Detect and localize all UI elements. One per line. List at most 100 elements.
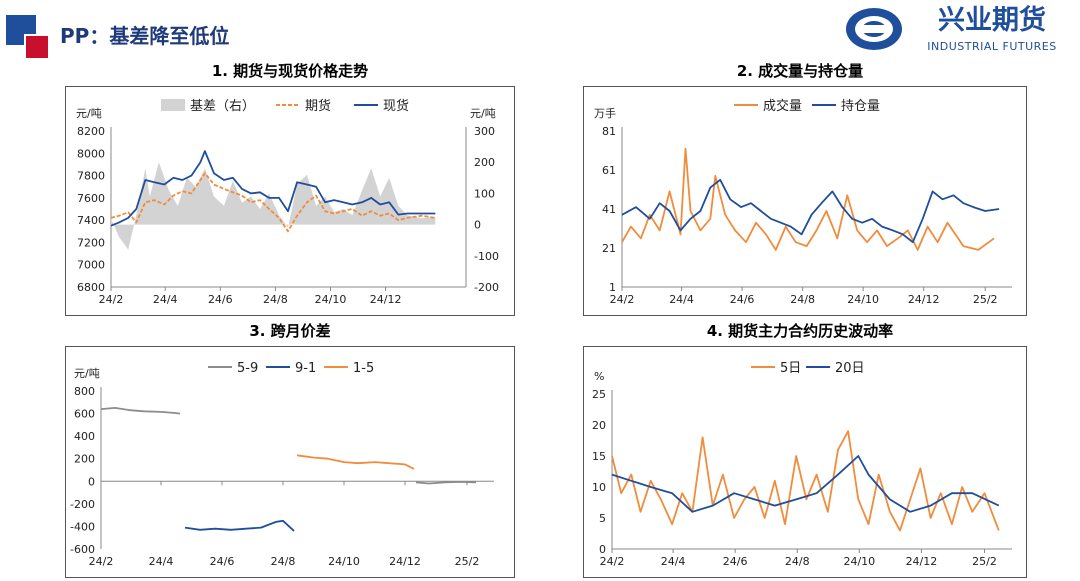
x-tick-label: 25/2 [973, 293, 998, 306]
y-axis-unit-label: % [594, 370, 604, 383]
series-line-1 [621, 178, 1000, 244]
series-area-basis [111, 162, 436, 250]
brand-name-cn: 兴业期货 [938, 4, 1046, 36]
x-tick-label: 24/8 [790, 293, 815, 306]
chart-price-panel: 元/吨 元/吨 6800 7000 7200 7400 7600 7800 8000 8200 -2… [65, 86, 515, 316]
x-tick-label: 24/10 [843, 555, 875, 568]
legend-label: 9-1 [295, 361, 316, 376]
y-tick-label: 15 [592, 450, 606, 463]
x-tick-label: 24/6 [723, 555, 748, 568]
x-tick-label: 24/8 [271, 555, 296, 568]
y-axis-unit-label: 万手 [594, 106, 616, 120]
legend-label: 成交量 [763, 98, 802, 114]
y-tick-label: 5 [599, 512, 606, 525]
x-tick-label: 24/4 [149, 555, 174, 568]
chart-1-title: 1. 期货与现货价格走势 [211, 62, 369, 80]
y-tick-label: 0 [599, 543, 606, 556]
brand-name-en: INDUSTRIAL FUTURES [927, 40, 1056, 53]
series-line-3 [415, 481, 477, 485]
y-tick-label: 7800 [77, 170, 105, 183]
x-tick-label: 24/4 [153, 293, 178, 306]
x-tick-label: 24/6 [208, 293, 233, 306]
y-tick-label-right: 0 [474, 219, 481, 232]
x-tick-label: 24/4 [669, 293, 694, 306]
y-tick-label: 6800 [77, 281, 105, 294]
legend-label: 持仓量 [841, 99, 880, 114]
series-line-1 [611, 455, 1000, 513]
series-line-0 [100, 407, 181, 415]
y-tick-label: 600 [74, 408, 95, 421]
y-tick-label: 21 [602, 242, 616, 255]
x-tick-label: 24/2 [89, 555, 114, 568]
chart-spread-panel: 元/吨 -600 -400 -200 0 200 400 600 800 24/2 24/4 24/6… [65, 346, 515, 578]
y-tick-label: 800 [74, 385, 95, 398]
y-tick-label: 20 [592, 419, 606, 432]
legend-label: 1-5 [353, 361, 374, 376]
x-tick-label: 24/12 [906, 555, 938, 568]
y-tick-label: 1 [609, 281, 616, 294]
y-tick-label: 41 [602, 203, 616, 216]
y-tick-label: 10 [592, 481, 606, 494]
x-tick-label: 24/10 [847, 293, 879, 306]
y-tick-label-right: 200 [474, 156, 495, 169]
y-tick-label: 25 [592, 388, 606, 401]
x-tick-label: 24/2 [610, 293, 635, 306]
y-tick-label: 7200 [77, 236, 105, 249]
x-tick-label: 24/4 [661, 555, 686, 568]
series-line-2 [296, 454, 415, 470]
series-line-2 [110, 150, 436, 227]
y-tick-label: 400 [74, 430, 95, 443]
legend-label: 5-9 [237, 361, 258, 376]
legend-label: 基差（右） [190, 99, 255, 114]
y-tick-label-right: -200 [474, 281, 499, 294]
y-tick-label: 0 [88, 475, 95, 488]
y-tick-label: 7400 [77, 214, 105, 227]
x-tick-label: 24/12 [908, 293, 940, 306]
logo-square-red [24, 34, 48, 58]
legend-label: 5日 [780, 361, 801, 376]
x-tick-label: 24/6 [210, 555, 235, 568]
series-line-0 [621, 147, 995, 251]
x-tick-label: 24/2 [99, 293, 124, 306]
y-tick-label: 81 [602, 125, 616, 138]
y-tick-label: 7000 [77, 259, 105, 272]
y-tick-label-right: 100 [474, 187, 495, 200]
page-title: PP：基差降至低位 [60, 24, 230, 48]
y-tick-label: 8000 [77, 147, 105, 160]
x-tick-label: 24/12 [389, 555, 421, 568]
x-tick-label: 24/6 [730, 293, 755, 306]
y-tick-label: -600 [70, 543, 95, 556]
chart-4-title: 4. 期货主力合约历史波动率 [706, 322, 894, 340]
chart-3-title: 3. 跨月价差 [249, 322, 331, 340]
x-tick-label: 25/2 [972, 555, 997, 568]
legend-swatch [161, 99, 185, 111]
x-tick-label: 24/10 [328, 555, 360, 568]
series-line-1 [184, 519, 295, 532]
chart-volatility-panel: % 0 5 10 15 20 25 24/2 24/4 24/6 24/8 24/10 24/12 25/… [583, 346, 1027, 578]
series-line-1 [110, 172, 436, 233]
legend-label: 现货 [383, 98, 409, 114]
y-axis-unit-label: 元/吨 [76, 107, 102, 120]
legend-label: 20日 [835, 361, 865, 376]
brand-logo: 兴业期货 INDUSTRIAL FUTURES [846, 4, 1056, 53]
y-tick-label: -200 [70, 498, 95, 511]
y-axis-unit-label: 元/吨 [74, 367, 100, 380]
y-tick-label: 8200 [77, 125, 105, 138]
chart-2-title: 2. 成交量与持仓量 [736, 62, 864, 80]
y-tick-label: 200 [74, 453, 95, 466]
series-line-0 [611, 430, 1000, 532]
y-tick-label: 7600 [77, 192, 105, 205]
x-tick-label: 24/2 [600, 555, 625, 568]
x-tick-label: 24/8 [785, 555, 810, 568]
legend-label: 期货 [305, 98, 331, 114]
x-tick-label: 25/2 [455, 555, 480, 568]
y-tick-label: 61 [602, 164, 616, 177]
chart-volume-panel: 万手 1 21 41 61 81 24/2 24/4 24/6 24/8 24/10 24/12 25/… [583, 86, 1027, 316]
x-tick-label: 24/12 [370, 293, 402, 306]
y-axis-right-unit-label: 元/吨 [470, 107, 496, 120]
y-tick-label: -400 [70, 520, 95, 533]
x-tick-label: 24/8 [263, 293, 288, 306]
y-tick-label-right: -100 [474, 250, 499, 263]
x-tick-label: 24/10 [315, 293, 347, 306]
y-tick-label-right: 300 [474, 125, 495, 138]
